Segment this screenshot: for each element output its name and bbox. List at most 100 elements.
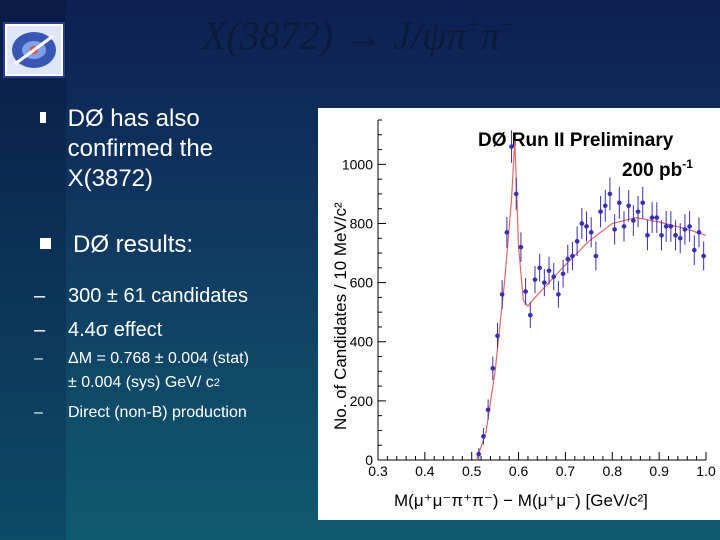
point-marker [584,224,589,229]
data-point [649,202,655,233]
slide-title: X(3872) → J/ψπ+π− [202,13,514,58]
point-marker [607,191,613,197]
point-marker [574,238,580,244]
bullet-confirmed: DØ has also confirmed the X(3872) [40,104,260,194]
data-point [659,220,664,251]
point-marker [612,227,617,232]
y-tick-label: 400 [350,334,374,350]
data-point [523,277,528,306]
point-marker [617,200,622,206]
sub-item-effect: –4.4σ effect [34,319,163,341]
point-marker [691,247,697,253]
data-point [584,211,589,242]
point-marker [560,271,566,277]
point-marker [593,253,599,259]
bullet-results: DØ results: [40,230,193,260]
point-marker [509,144,514,149]
point-marker [546,268,552,274]
point-marker [654,215,660,220]
data-point [668,211,674,242]
point-marker [631,218,636,223]
x-tick-label: 0.6 [509,463,529,479]
data-point [598,195,603,228]
data-point [677,223,683,254]
point-marker [495,333,500,339]
point-marker [499,292,505,297]
data-point [612,214,617,245]
point-marker [663,224,669,229]
point-marker [677,235,683,241]
point-marker [626,203,631,209]
slide-left-bar [0,0,66,540]
point-marker [701,253,706,259]
data-point [495,322,500,349]
data-point [565,244,571,274]
data-point [532,266,538,294]
data-point [485,399,491,421]
y-tick-label: 800 [350,215,374,231]
data-point [504,216,510,248]
data-point [682,214,688,245]
data-point [560,259,566,288]
point-marker [640,200,646,206]
point-marker [682,227,688,232]
point-marker [687,224,692,229]
data-point [645,220,650,251]
y-tick-label: 0 [365,452,373,468]
point-marker [668,224,674,229]
data-point [696,217,702,248]
point-marker [542,280,547,285]
data-point [635,195,641,228]
point-marker [527,312,533,318]
y-tick-label: 1000 [342,156,373,172]
point-marker [537,265,542,271]
data-point [527,302,533,329]
data-point [626,190,632,222]
x-tick-label: 0.7 [556,463,576,479]
data-point [574,226,580,256]
point-marker [481,434,486,439]
point-marker [523,289,528,294]
mass-plot: DØ Run II Preliminary 200 pb-1 No. of Ca… [318,108,720,520]
bullet-square-icon [40,238,51,249]
data-point [499,280,505,309]
x-tick-label: 1.0 [696,463,716,479]
data-point [579,208,585,239]
data-point [687,211,692,242]
sub-item-delta-m: – ΔM = 0.768 ± 0.004 (stat) [34,350,249,367]
point-marker [649,215,655,220]
data-point [537,253,542,282]
x-axis-label: M(μ⁺μ⁻π⁺π⁻) − M(μ⁺μ⁻) [GeV/c²] [394,491,648,510]
mass-plot-svg: DØ Run II Preliminary 200 pb-1 No. of Ca… [331,119,716,510]
point-marker [659,233,664,238]
data-point [673,220,678,251]
y-axis-label: No. of Candidates / 10 MeV/c² [331,202,350,430]
data-point [616,186,622,219]
data-point [476,448,482,460]
data-point [701,241,706,271]
data-point [481,428,486,445]
point-marker [588,230,594,235]
data-point [518,232,524,262]
point-marker [551,274,557,279]
point-marker [602,203,608,209]
data-point [542,269,547,297]
data-point [570,241,575,271]
data-point [602,189,608,222]
point-marker [504,230,510,235]
point-marker [579,221,585,226]
point-marker [565,256,571,262]
data-point [551,263,557,291]
point-marker [635,209,641,214]
data-point [556,281,561,308]
y-tick-label: 200 [350,393,374,409]
point-marker [673,233,678,238]
data-point [654,202,660,233]
data-point [593,241,599,271]
sub-item-candidates: –300 ± 61 candidates [34,285,248,307]
y-tick-label: 600 [350,275,374,291]
data-point [546,256,552,285]
sub-item-direct: – Direct (non-B) production [34,404,247,421]
point-marker [598,209,603,214]
x-tick-label: 0.5 [462,463,482,479]
